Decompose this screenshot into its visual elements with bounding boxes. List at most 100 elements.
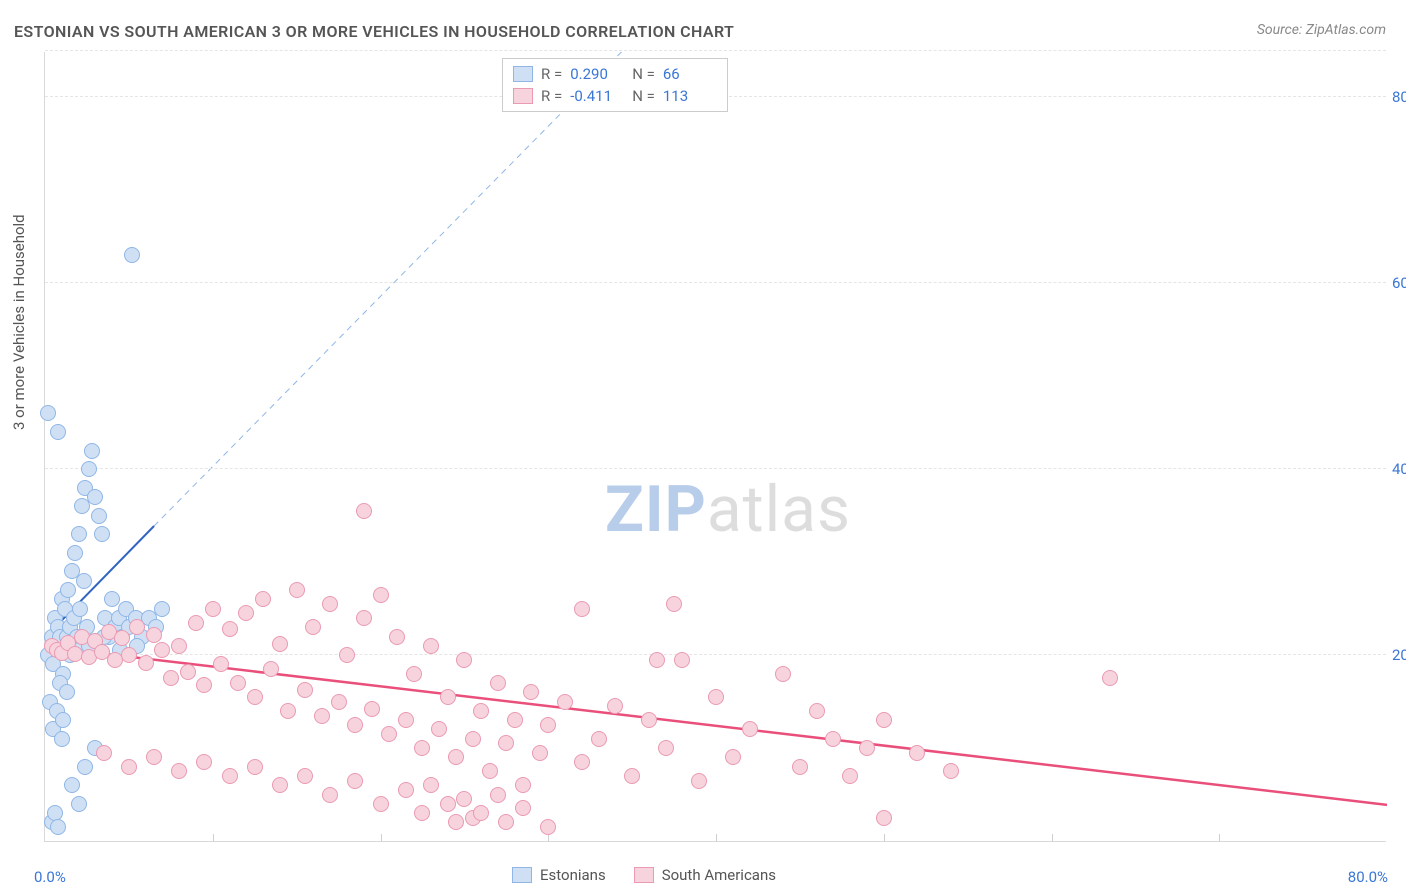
data-point xyxy=(364,701,380,717)
data-point xyxy=(314,708,330,724)
stats-row-south-americans: R = -0.411 N = 113 xyxy=(513,85,717,107)
data-point xyxy=(398,782,414,798)
r-value: -0.411 xyxy=(570,85,624,107)
data-point xyxy=(876,810,892,826)
data-point xyxy=(775,666,791,682)
data-point xyxy=(708,689,724,705)
data-point xyxy=(331,694,347,710)
data-point xyxy=(742,721,758,737)
data-point xyxy=(347,773,363,789)
data-point xyxy=(725,749,741,765)
data-point xyxy=(94,526,110,542)
data-point xyxy=(238,605,254,621)
data-point xyxy=(482,763,498,779)
data-point xyxy=(658,740,674,756)
data-point xyxy=(507,712,523,728)
data-point xyxy=(84,443,100,459)
data-point xyxy=(842,768,858,784)
data-point xyxy=(297,682,313,698)
data-point xyxy=(373,587,389,603)
y-tick-label: 20.0% xyxy=(1392,646,1406,664)
data-point xyxy=(674,652,690,668)
data-point xyxy=(389,629,405,645)
x-tick xyxy=(213,834,214,842)
data-point xyxy=(473,805,489,821)
gridline xyxy=(45,468,1386,469)
data-point xyxy=(414,805,430,821)
data-point xyxy=(40,405,56,421)
x-tick xyxy=(716,834,717,842)
chart-container: ESTONIAN VS SOUTH AMERICAN 3 OR MORE VEH… xyxy=(0,0,1406,892)
data-point xyxy=(414,740,430,756)
data-point xyxy=(574,754,590,770)
data-point xyxy=(96,745,112,761)
data-point xyxy=(448,749,464,765)
x-axis-min-label: 0.0% xyxy=(34,868,66,886)
data-point xyxy=(641,712,657,728)
r-label: R = xyxy=(541,85,562,107)
data-point xyxy=(1102,670,1118,686)
data-point xyxy=(591,731,607,747)
data-point xyxy=(213,656,229,672)
x-tick xyxy=(1052,834,1053,842)
data-point xyxy=(490,675,506,691)
data-point xyxy=(188,615,204,631)
data-point xyxy=(280,703,296,719)
swatch-icon xyxy=(512,867,532,883)
watermark-zip: ZIP xyxy=(605,472,707,547)
data-point xyxy=(440,796,456,812)
n-value: 113 xyxy=(663,85,717,107)
data-point xyxy=(91,508,107,524)
data-point xyxy=(473,703,489,719)
data-point xyxy=(498,814,514,830)
data-point xyxy=(406,666,422,682)
data-point xyxy=(163,670,179,686)
data-point xyxy=(196,754,212,770)
data-point xyxy=(180,664,196,680)
data-point xyxy=(146,749,162,765)
data-point xyxy=(272,777,288,793)
source-attribution: Source: ZipAtlas.com xyxy=(1257,22,1386,38)
data-point xyxy=(59,684,75,700)
data-point xyxy=(909,745,925,761)
data-point xyxy=(305,619,321,635)
data-point xyxy=(60,582,76,598)
legend-item-south-americans: South Americans xyxy=(634,866,776,884)
data-point xyxy=(456,652,472,668)
swatch-icon xyxy=(513,88,533,104)
data-point xyxy=(55,712,71,728)
data-point xyxy=(64,777,80,793)
stats-legend: R = 0.290 N = 66 R = -0.411 N = 113 xyxy=(502,58,728,112)
data-point xyxy=(356,610,372,626)
data-point xyxy=(205,601,221,617)
data-point xyxy=(339,647,355,663)
data-point xyxy=(72,601,88,617)
stats-row-estonians: R = 0.290 N = 66 xyxy=(513,63,717,85)
data-point xyxy=(649,652,665,668)
swatch-icon xyxy=(634,867,654,883)
y-tick-label: 40.0% xyxy=(1392,460,1406,478)
r-value: 0.290 xyxy=(570,63,624,85)
data-point xyxy=(67,545,83,561)
data-point xyxy=(196,677,212,693)
data-point xyxy=(809,703,825,719)
gridline xyxy=(45,50,1386,51)
data-point xyxy=(297,768,313,784)
data-point xyxy=(129,619,145,635)
x-tick xyxy=(381,834,382,842)
data-point xyxy=(523,684,539,700)
data-point xyxy=(373,796,389,812)
data-point xyxy=(540,819,556,835)
data-point xyxy=(50,819,66,835)
data-point xyxy=(423,777,439,793)
data-point xyxy=(825,731,841,747)
data-point xyxy=(607,698,623,714)
n-label: N = xyxy=(632,85,655,107)
data-point xyxy=(440,689,456,705)
data-point xyxy=(381,726,397,742)
data-point xyxy=(255,591,271,607)
data-point xyxy=(490,787,506,803)
data-point xyxy=(624,768,640,784)
watermark: ZIPatlas xyxy=(605,472,851,547)
data-point xyxy=(859,740,875,756)
